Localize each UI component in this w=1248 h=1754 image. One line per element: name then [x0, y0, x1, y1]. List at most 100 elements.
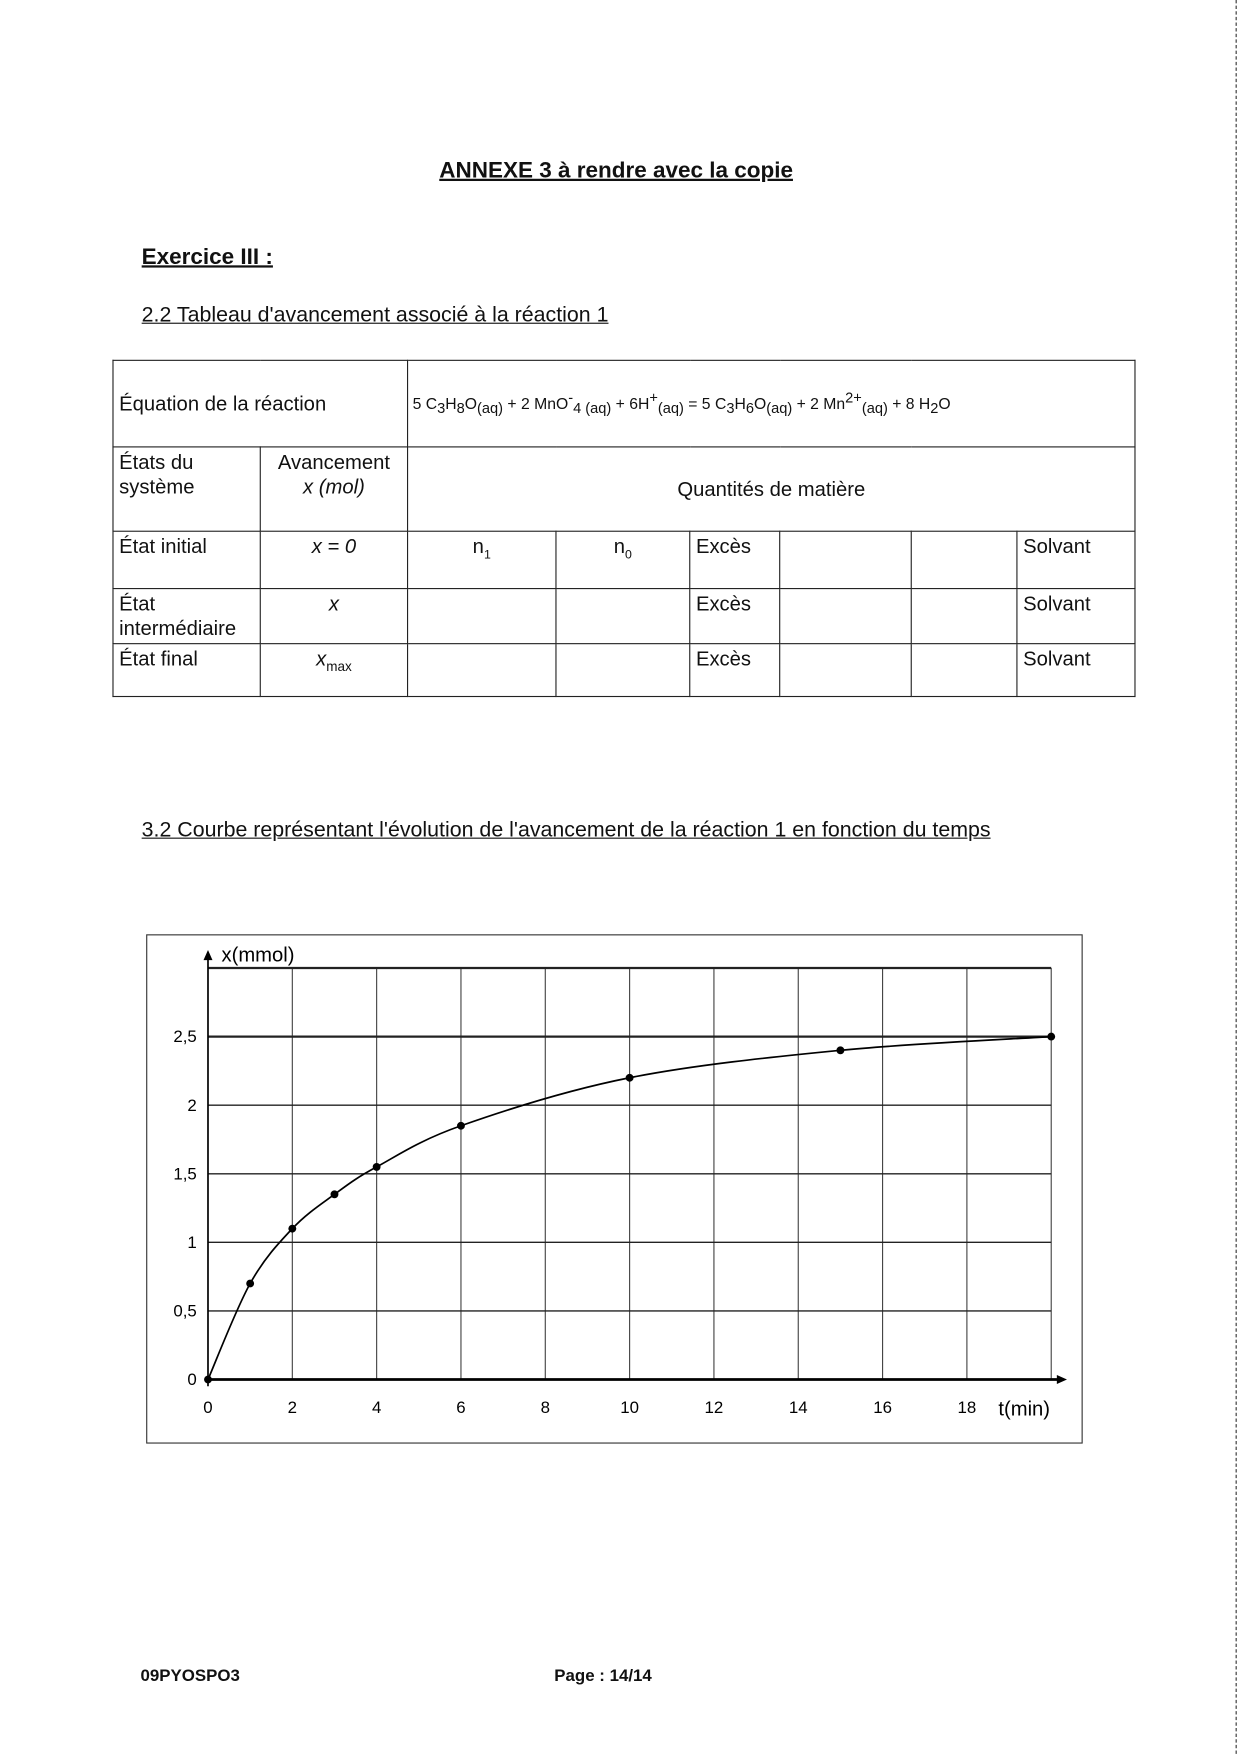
- x-value: x: [328, 592, 339, 615]
- equation-part: + 6H: [611, 394, 650, 413]
- x-tick-label: 4: [372, 1398, 381, 1417]
- section-table-heading: 2.2 Tableau d'avancement associé à la ré…: [141, 303, 609, 328]
- equation-label: Équation de la réaction: [112, 359, 409, 448]
- data-point: [1047, 1032, 1056, 1041]
- state-label: État initial: [119, 535, 207, 558]
- avancement-unit: x (mol): [302, 475, 365, 499]
- state-label: État intermédiaire: [119, 592, 237, 640]
- quantity-cell: [406, 643, 557, 698]
- page-number: Page : 14/14: [554, 1666, 652, 1686]
- margin-line: [1235, 0, 1237, 1754]
- quantity-cell: Solvant: [1016, 530, 1136, 590]
- equation-part: H: [445, 394, 457, 413]
- table-row: État final xmax Excès Solvant: [112, 643, 1136, 698]
- y-tick-label: 2,5: [173, 1027, 196, 1046]
- quantity-cell: [555, 643, 691, 698]
- y-tick-label: 1: [187, 1233, 196, 1252]
- equation-part: 6: [745, 399, 754, 417]
- x-tick-label: 0: [203, 1398, 212, 1417]
- avancement-header: Avancement x (mol): [259, 446, 409, 532]
- data-point: [457, 1121, 465, 1130]
- equation-part: H: [734, 394, 746, 413]
- quantity: n: [613, 535, 626, 558]
- quantity-cell: n0: [555, 530, 691, 590]
- x-tick-label: 8: [541, 1398, 550, 1417]
- quantities-header: Quantités de matière: [406, 446, 1136, 532]
- equation-part: + 2 MnO: [503, 394, 569, 413]
- equation-part: -: [568, 389, 574, 407]
- equation-part: 3: [726, 399, 735, 417]
- data-point: [372, 1162, 381, 1171]
- y-tick-label: 0,5: [173, 1302, 196, 1321]
- equation-part: (aq): [861, 399, 888, 417]
- reaction-equation: 5 C3H8O(aq) + 2 MnO-4 (aq) + 6H+(aq) = 5…: [406, 359, 1136, 448]
- data-point: [204, 1375, 212, 1384]
- y-tick-label: 2: [187, 1096, 196, 1115]
- avancement-cell: x = 0: [259, 530, 409, 590]
- data-point: [246, 1279, 255, 1288]
- equation-part: (aq): [766, 399, 793, 417]
- x-axis-label: t(min): [998, 1398, 1050, 1420]
- x-tick-label: 12: [705, 1398, 724, 1417]
- avancement-label: Avancement: [277, 450, 390, 474]
- data-point: [330, 1190, 339, 1199]
- chart-frame: [146, 934, 1083, 1444]
- states-header: États du système: [112, 446, 261, 532]
- quantity: Solvant: [1023, 647, 1091, 671]
- equation-part: 4 (aq): [573, 399, 612, 417]
- x-tick-label: 10: [620, 1398, 639, 1417]
- equation-part: + 8 H: [887, 394, 931, 413]
- section-chart-heading: 3.2 Courbe représentant l'évolution de l…: [141, 818, 991, 843]
- x-value: x = 0: [311, 535, 357, 558]
- quantity-cell: [555, 588, 691, 645]
- data-point: [625, 1073, 634, 1082]
- quantity: Solvant: [1023, 535, 1091, 558]
- y-tick-label: 1,5: [173, 1164, 196, 1183]
- x-tick-label: 16: [873, 1398, 892, 1417]
- equation-part: (aq): [477, 399, 504, 417]
- exercise-heading: Exercice III :: [141, 245, 273, 270]
- page-title: ANNEXE 3 à rendre avec la copie: [439, 158, 793, 184]
- x-tick-label: 18: [958, 1398, 977, 1417]
- x-tick-label: 14: [789, 1398, 808, 1417]
- quantity-subscript: 0: [625, 548, 632, 562]
- quantity-subscript: 1: [483, 548, 491, 562]
- x-tick-label: 6: [456, 1398, 465, 1417]
- x-value: x: [316, 647, 327, 671]
- x-axis-arrow-icon: [1056, 1375, 1067, 1385]
- data-point: [288, 1224, 297, 1233]
- y-axis-arrow-icon: [203, 950, 213, 961]
- equation-part: 5 C: [412, 394, 438, 413]
- quantity: Excès: [695, 647, 752, 671]
- quantity-cell: Solvant: [1016, 643, 1136, 698]
- equation-part: O: [464, 394, 478, 413]
- quantity-cell: [779, 643, 912, 698]
- state-cell: État final: [112, 643, 261, 698]
- equation-part: +: [649, 389, 658, 407]
- x-tick-label: 2: [288, 1398, 297, 1417]
- equation-part: + 2 Mn: [792, 394, 846, 413]
- data-point: [836, 1046, 845, 1055]
- equation-part: = 5 C: [683, 394, 727, 413]
- quantity-cell: Solvant: [1016, 588, 1136, 645]
- footer-code: 09PYOSPO3: [140, 1666, 240, 1686]
- equation-part: 2+: [845, 389, 862, 407]
- quantity-cell: n1: [406, 530, 557, 590]
- x-subscript: max: [326, 658, 352, 675]
- quantity-cell: Excès: [689, 530, 781, 590]
- state-label: État final: [119, 647, 198, 671]
- avancement-cell: xmax: [259, 643, 409, 698]
- equation-part: 2: [930, 399, 939, 417]
- quantity: n: [472, 535, 484, 558]
- equation-part: O: [938, 394, 951, 413]
- equation-part: O: [753, 394, 767, 413]
- y-tick-label: 0: [187, 1370, 196, 1389]
- equation-part: (aq): [657, 399, 684, 417]
- equation-part: 8: [456, 399, 465, 417]
- quantity: Solvant: [1023, 592, 1091, 615]
- quantity-cell: [910, 643, 1018, 698]
- progress-table: Équation de la réaction 5 C3H8O(aq) + 2 …: [112, 359, 1136, 698]
- quantity: Excès: [695, 535, 752, 558]
